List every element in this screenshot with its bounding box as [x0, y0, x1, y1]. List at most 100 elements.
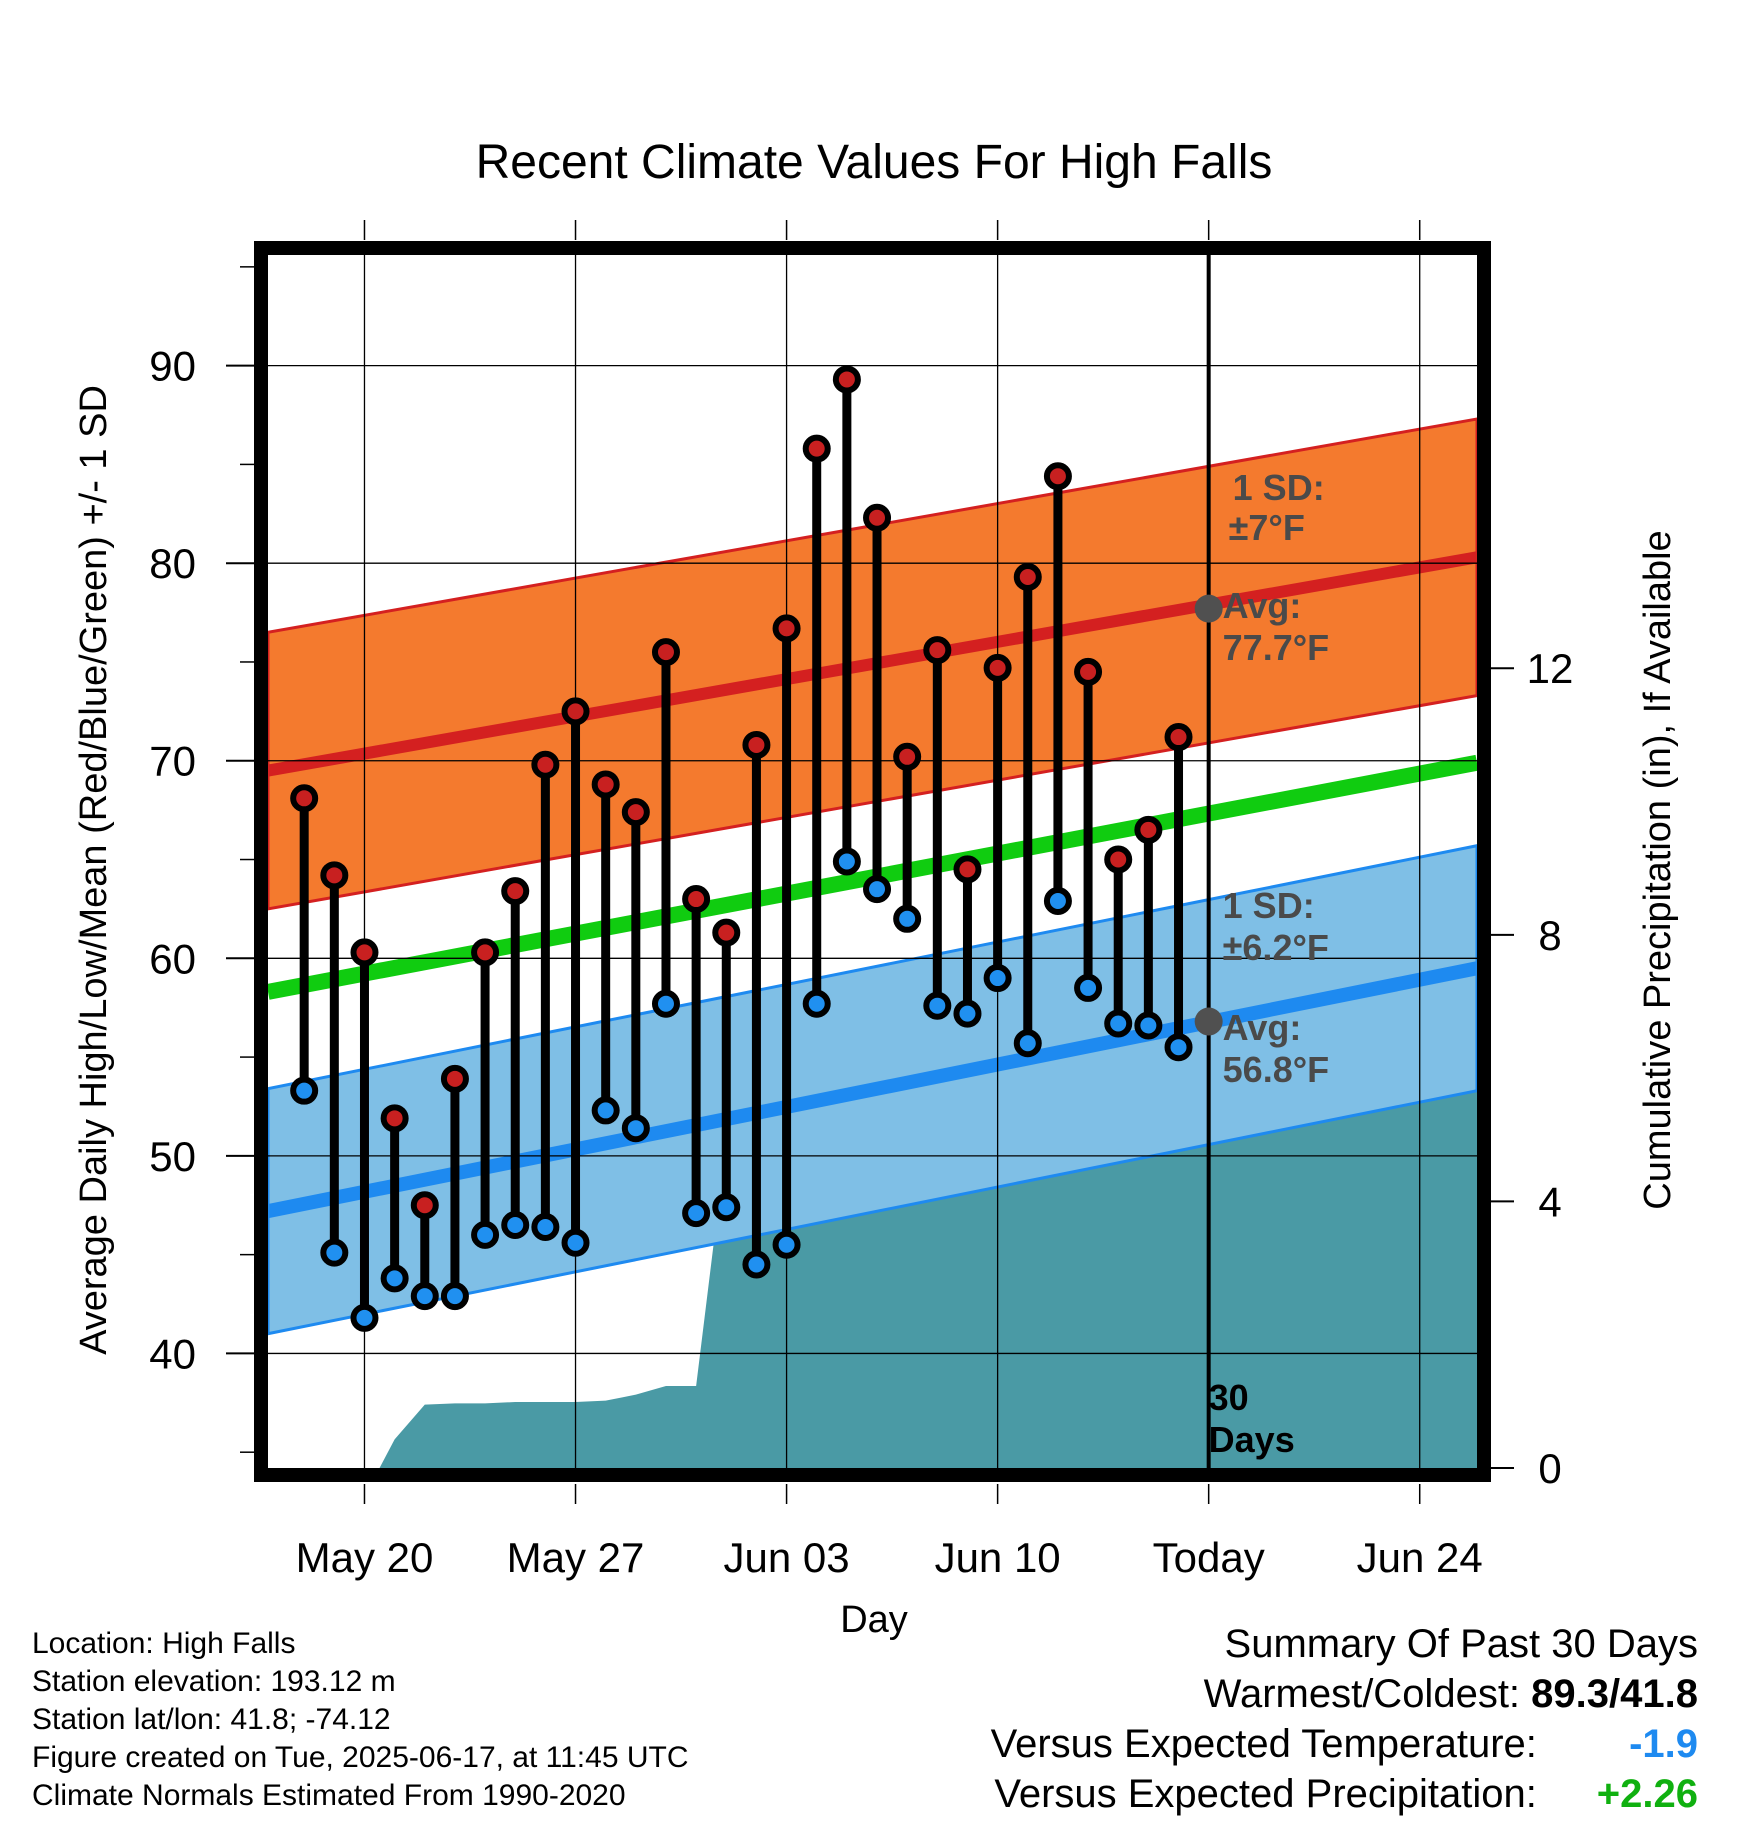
summary-temp: Versus Expected Temperature: -1.9 — [991, 1722, 1698, 1767]
observed-low-point — [591, 1096, 620, 1125]
y-tick-label: 40 — [149, 1330, 196, 1377]
plot-frame — [254, 241, 1491, 1482]
normal-low-line — [268, 961, 1477, 1219]
observed-low-point — [651, 989, 680, 1018]
observed-high-point — [1104, 845, 1133, 874]
observed-high-point — [440, 1064, 469, 1093]
observed-high-point — [380, 1104, 409, 1133]
observed-high-point — [802, 434, 831, 463]
observed-low-point — [380, 1264, 409, 1293]
observed-low-point — [501, 1211, 530, 1240]
y-tick-label: 80 — [149, 540, 196, 587]
precip-value: +2.26 — [1596, 1772, 1698, 1816]
observed-low-point — [802, 989, 831, 1018]
observed-low-point — [290, 1076, 319, 1105]
latlon-text: Station lat/lon: 41.8; -74.12 — [32, 1703, 391, 1736]
y-tick-label: 90 — [149, 343, 196, 390]
today-low-avg-marker — [1194, 1007, 1223, 1036]
location-text: Location: High Falls — [32, 1627, 296, 1660]
observed-high-point — [1134, 815, 1163, 844]
observed-low-point — [983, 964, 1012, 993]
low-sd-label: 1 SD: — [1223, 885, 1315, 926]
x-tick-label: Today — [1153, 1534, 1265, 1581]
observed-low-point — [1104, 1009, 1133, 1038]
observed-low-point — [832, 847, 861, 876]
warm-cold-label: Warmest/Coldest: — [1203, 1672, 1521, 1716]
observed-high-point — [893, 742, 922, 771]
observed-low-point — [440, 1282, 469, 1311]
period-label-number: 30 — [1209, 1377, 1249, 1418]
high-avg-label: Avg: — [1223, 585, 1302, 626]
x-tick-label: May 20 — [296, 1534, 434, 1581]
observed-low-point — [1164, 1033, 1193, 1062]
observed-low-point — [742, 1250, 771, 1279]
observed-high-point — [1074, 657, 1103, 686]
observed-high-point — [410, 1191, 439, 1220]
temp-label: Versus Expected Temperature: — [990, 1722, 1537, 1766]
observed-low-point — [772, 1230, 801, 1259]
normal-high-line — [268, 551, 1477, 777]
x-tick-label: Jun 24 — [1357, 1534, 1483, 1581]
observed-high-point — [712, 918, 741, 947]
y2-tick-label: 8 — [1538, 912, 1561, 959]
low-avg-value: 56.8°F — [1223, 1049, 1329, 1090]
low-avg-label: Avg: — [1223, 1007, 1302, 1048]
observed-high-point — [682, 885, 711, 914]
observed-high-point — [923, 636, 952, 665]
precip-label: Versus Expected Precipitation: — [994, 1772, 1537, 1816]
observed-low-point — [953, 999, 982, 1028]
observed-low-point — [712, 1193, 741, 1222]
observed-high-point — [471, 938, 500, 967]
summary-heading: Summary Of Past 30 Days — [1224, 1622, 1698, 1666]
observed-high-point — [1013, 563, 1042, 592]
observed-low-point — [682, 1199, 711, 1228]
low-sd-value: ±6.2°F — [1223, 927, 1329, 968]
y2-axis-title: Cumulative Precipitation (in), If Availa… — [1637, 530, 1679, 1209]
y-tick-label: 50 — [149, 1133, 196, 1180]
observed-high-point — [621, 798, 650, 827]
x-tick-label: May 27 — [507, 1534, 645, 1581]
observed-high-point — [290, 784, 319, 813]
y-tick-label: 60 — [149, 935, 196, 982]
observed-high-point — [1164, 723, 1193, 752]
observed-high-point — [953, 855, 982, 884]
station-info: Location: High Falls Station elevation: … — [32, 1625, 689, 1815]
observed-high-point — [501, 877, 530, 906]
observed-high-point — [772, 614, 801, 643]
y2-tick-label: 12 — [1527, 645, 1574, 692]
observed-low-point — [1013, 1029, 1042, 1058]
observed-high-point — [1043, 462, 1072, 491]
created-text: Figure created on Tue, 2025-06-17, at 11… — [32, 1741, 689, 1774]
observed-low-point — [863, 875, 892, 904]
observed-high-point — [832, 365, 861, 394]
x-tick-label: Jun 03 — [724, 1534, 850, 1581]
observed-low-point — [923, 991, 952, 1020]
observed-high-point — [531, 750, 560, 779]
observed-low-point — [410, 1282, 439, 1311]
observed-low-point — [893, 904, 922, 933]
observed-high-point — [983, 653, 1012, 682]
summary-precip: Versus Expected Precipitation: +2.26 — [994, 1772, 1698, 1817]
observed-high-point — [742, 730, 771, 759]
observed-low-point — [621, 1114, 650, 1143]
observed-high-point — [651, 638, 680, 667]
observed-low-point — [561, 1228, 590, 1257]
observed-high-point — [561, 697, 590, 726]
observed-high-point — [350, 938, 379, 967]
observed-high-point — [863, 503, 892, 532]
observed-low-point — [320, 1238, 349, 1267]
high-sd-label: 1 SD: — [1233, 467, 1325, 508]
chart-title: Recent Climate Values For High Falls — [476, 136, 1273, 189]
today-high-avg-marker — [1194, 594, 1223, 623]
warm-cold-value: 89.3/41.8 — [1531, 1672, 1698, 1716]
y-tick-label: 70 — [149, 738, 196, 785]
plot-content — [268, 255, 1477, 1468]
normals-text: Climate Normals Estimated From 1990-2020 — [32, 1779, 626, 1812]
summary-warm-cold: Warmest/Coldest: 89.3/41.8 — [1204, 1672, 1698, 1717]
period-label-unit: Days — [1209, 1419, 1295, 1460]
observed-low-point — [1043, 887, 1072, 916]
elevation-text: Station elevation: 193.12 m — [32, 1665, 396, 1698]
x-axis-title: Day — [840, 1599, 908, 1641]
